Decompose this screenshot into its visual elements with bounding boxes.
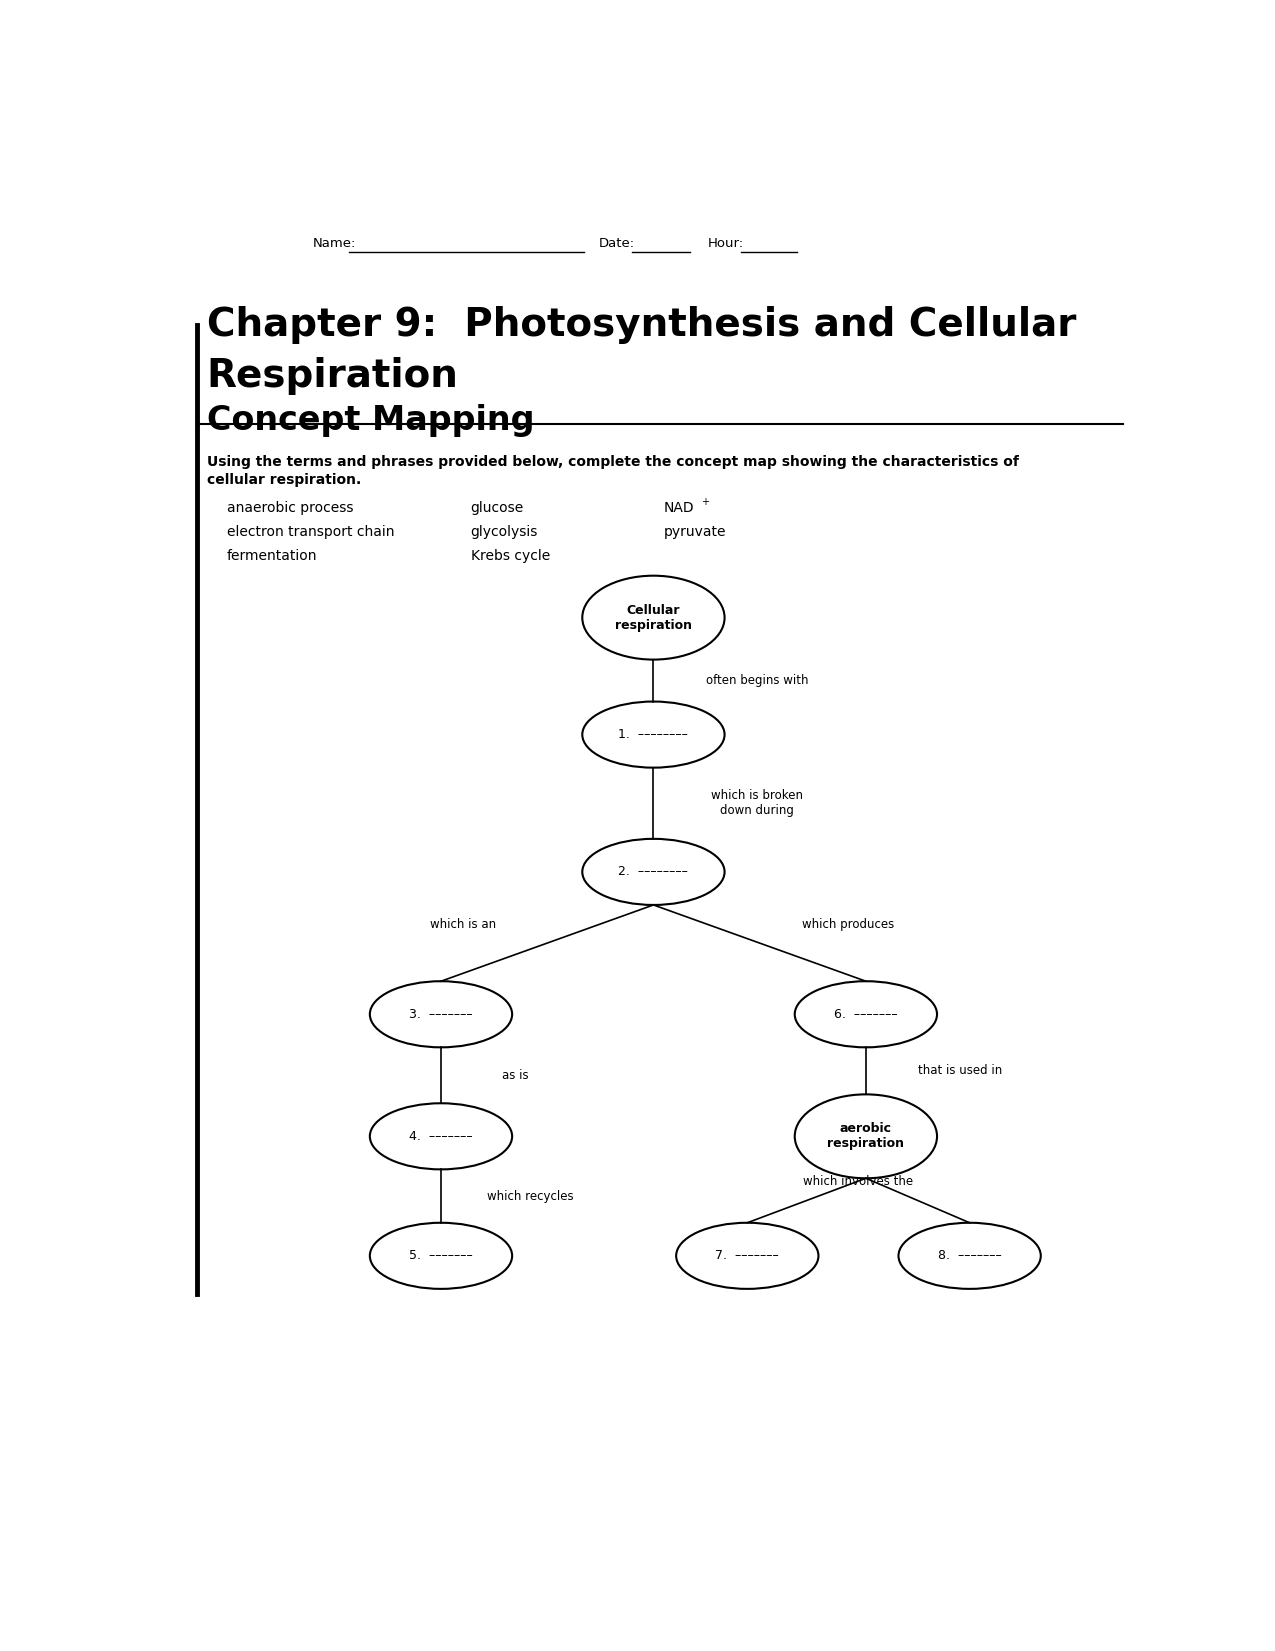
Text: pyruvate: pyruvate (663, 525, 725, 538)
Text: that is used in: that is used in (918, 1065, 1002, 1078)
Text: anaerobic process: anaerobic process (227, 500, 353, 515)
Text: Hour:: Hour: (708, 238, 743, 251)
Text: 3.  –––––––: 3. ––––––– (409, 1007, 473, 1020)
Text: 8.  –––––––: 8. ––––––– (937, 1250, 1001, 1263)
Text: Date:: Date: (599, 238, 635, 251)
Text: Using the terms and phrases provided below, complete the concept map showing the: Using the terms and phrases provided bel… (207, 456, 1019, 487)
Text: Chapter 9:  Photosynthesis and Cellular: Chapter 9: Photosynthesis and Cellular (207, 305, 1076, 343)
Text: glycolysis: glycolysis (470, 525, 538, 538)
Text: Concept Mapping: Concept Mapping (207, 404, 534, 438)
Text: 1.  ––––––––: 1. –––––––– (618, 728, 688, 741)
Text: glucose: glucose (470, 500, 524, 515)
Text: 6.  –––––––: 6. ––––––– (834, 1007, 898, 1020)
Text: Krebs cycle: Krebs cycle (470, 550, 550, 563)
Text: Cellular
respiration: Cellular respiration (615, 604, 692, 632)
Text: as is: as is (502, 1068, 528, 1081)
Text: Name:: Name: (312, 238, 356, 251)
Text: electron transport chain: electron transport chain (227, 525, 394, 538)
Text: 2.  ––––––––: 2. –––––––– (618, 865, 688, 878)
Text: which recycles: which recycles (487, 1190, 574, 1202)
Text: 7.  –––––––: 7. ––––––– (715, 1250, 779, 1263)
Text: fermentation: fermentation (227, 550, 317, 563)
Text: which is an: which is an (430, 918, 496, 931)
Text: which is broken
down during: which is broken down during (711, 789, 803, 817)
Text: 4.  –––––––: 4. ––––––– (409, 1129, 473, 1142)
Text: +: + (701, 497, 709, 507)
Text: NAD: NAD (663, 500, 694, 515)
Text: aerobic
respiration: aerobic respiration (827, 1123, 904, 1151)
Text: which produces: which produces (802, 918, 895, 931)
Text: which involves the: which involves the (803, 1176, 913, 1189)
Text: 5.  –––––––: 5. ––––––– (409, 1250, 473, 1263)
Text: Respiration: Respiration (207, 357, 459, 395)
Text: often begins with: often begins with (706, 674, 808, 687)
